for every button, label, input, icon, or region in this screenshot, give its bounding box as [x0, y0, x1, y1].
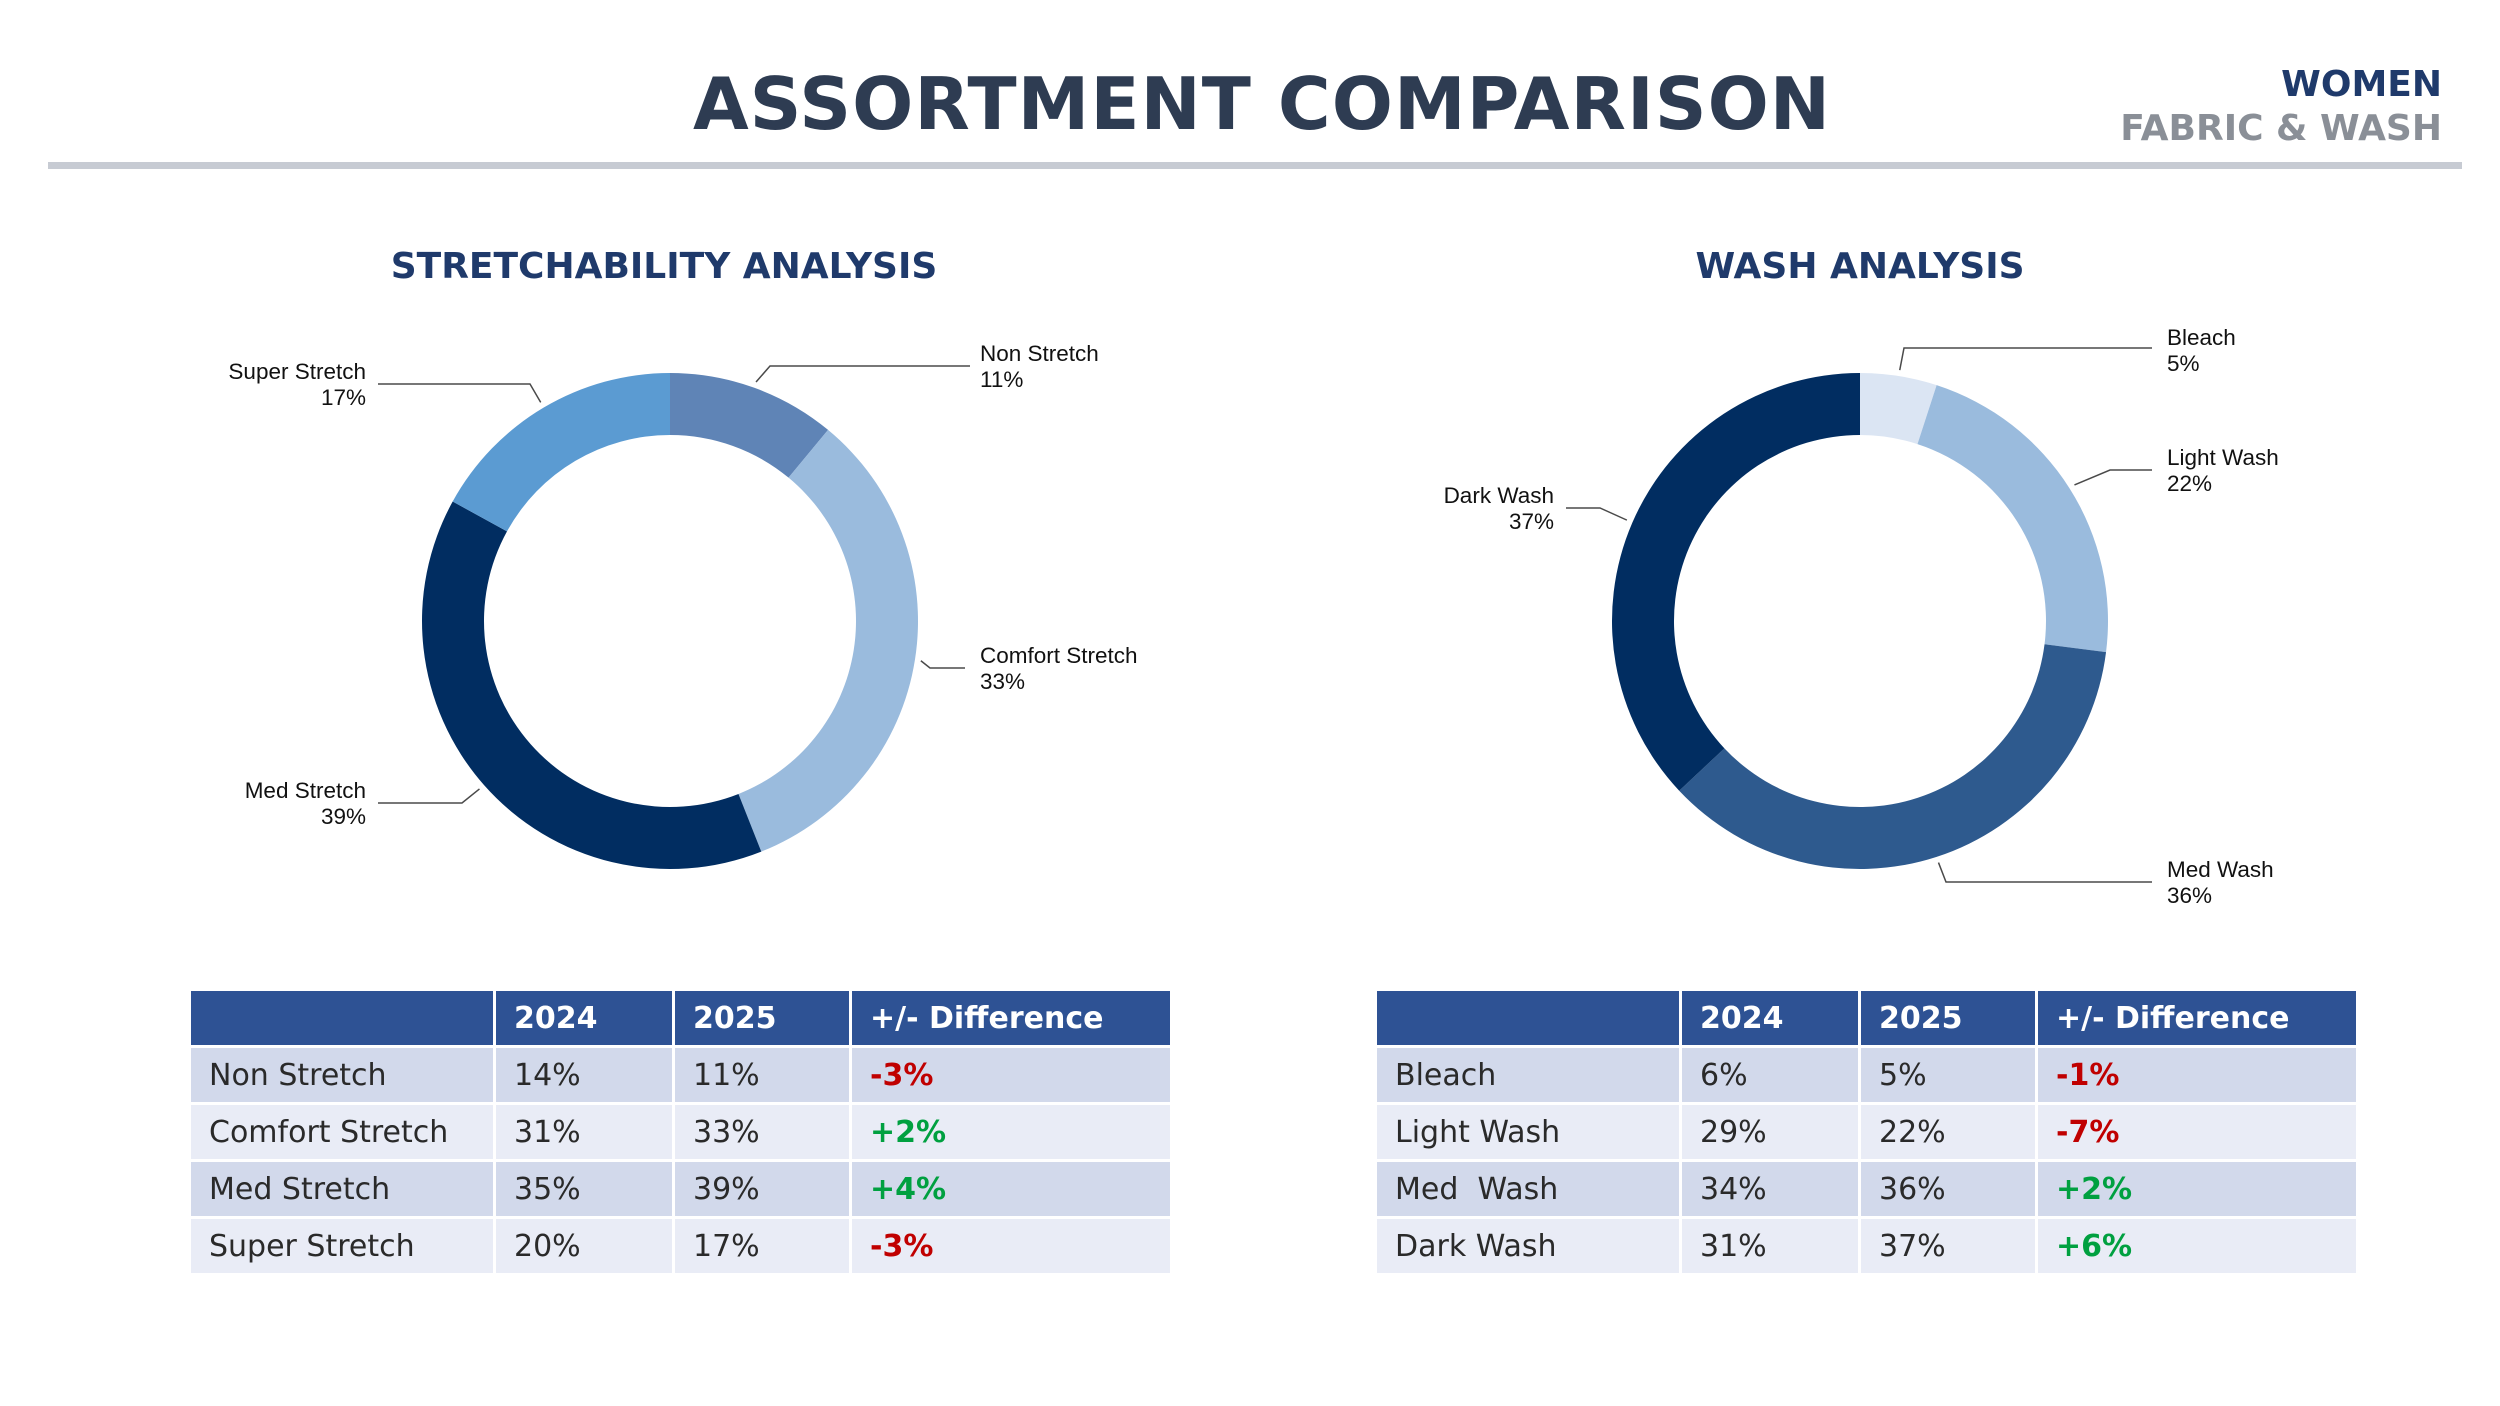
value-label-super-stretch: 17%	[321, 385, 366, 410]
row-2025: 17%	[672, 1216, 852, 1276]
label-med-stretch: Med Stretch	[245, 778, 366, 803]
leader-line-bleach	[1898, 347, 2152, 371]
row-name: Comfort Stretch	[188, 1102, 496, 1162]
table-row: Bleach 6% 5% -1%	[1374, 1045, 2359, 1105]
wash-chart-title: WASH ANALYSIS	[1695, 246, 2025, 287]
table-row: Med Wash 34% 36% +2%	[1374, 1159, 2359, 1219]
row-name: Dark Wash	[1374, 1216, 1682, 1276]
table-row: Non Stretch 14% 11% -3%	[188, 1045, 1173, 1105]
row-2025: 37%	[1858, 1216, 2038, 1276]
row-difference: +4%	[849, 1159, 1173, 1219]
slice-light-wash	[1917, 385, 2108, 653]
row-difference: -1%	[2035, 1045, 2359, 1105]
header-cell-2025: 2025	[672, 988, 852, 1048]
value-label-comfort-stretch: 33%	[980, 669, 1025, 694]
row-name: Med Stretch	[188, 1159, 496, 1219]
slice-comfort-stretch	[738, 429, 918, 852]
row-2025: 36%	[1858, 1159, 2038, 1219]
slice-non-stretch	[670, 373, 829, 478]
row-difference: +2%	[849, 1102, 1173, 1162]
header-cell-difference: +/- Difference	[849, 988, 1173, 1048]
value-label-bleach: 5%	[2167, 351, 2200, 376]
slice-super-stretch	[452, 373, 670, 532]
row-difference: -7%	[2035, 1102, 2359, 1162]
category-label: FABRIC & WASH	[2120, 108, 2442, 149]
slice-med-wash	[1679, 644, 2107, 869]
label-super-stretch: Super Stretch	[228, 359, 366, 384]
value-label-light-wash: 22%	[2167, 471, 2212, 496]
row-2024: 20%	[493, 1216, 675, 1276]
label-non-stretch: Non Stretch	[980, 341, 1099, 366]
value-label-non-stretch: 11%	[980, 367, 1023, 392]
header-cell-2025: 2025	[1858, 988, 2038, 1048]
leader-line-super-stretch	[378, 383, 542, 403]
label-bleach: Bleach	[2167, 325, 2236, 350]
row-2024: 35%	[493, 1159, 675, 1219]
slice-med-stretch	[422, 501, 762, 869]
row-2025: 22%	[1858, 1102, 2038, 1162]
leader-line-dark-wash	[1566, 507, 1628, 521]
leader-line-comfort-stretch	[920, 660, 965, 669]
row-difference: +2%	[2035, 1159, 2359, 1219]
table-row: Dark Wash 31% 37% +6%	[1374, 1216, 2359, 1276]
row-name: Non Stretch	[188, 1045, 496, 1105]
leader-line-light-wash	[2074, 469, 2152, 486]
label-dark-wash: Dark Wash	[1444, 483, 1554, 508]
value-label-dark-wash: 37%	[1509, 509, 1554, 534]
row-name: Super Stretch	[188, 1216, 496, 1276]
slice-dark-wash	[1611, 373, 1860, 791]
table-row: Light Wash 29% 22% -7%	[1374, 1102, 2359, 1162]
leader-line-non-stretch	[755, 365, 970, 383]
row-difference: -3%	[849, 1045, 1173, 1105]
label-med-wash: Med Wash	[2167, 857, 2274, 882]
page-title: ASSORTMENT COMPARISON	[692, 62, 1832, 146]
row-name: Light Wash	[1374, 1102, 1682, 1162]
row-2025: 39%	[672, 1159, 852, 1219]
row-2024: 6%	[1679, 1045, 1861, 1105]
table-row: Super Stretch 20% 17% -3%	[188, 1216, 1173, 1276]
segment-label: WOMEN	[2281, 64, 2442, 105]
stretch-chart-title: STRETCHABILITY ANALYSIS	[390, 246, 938, 287]
row-2025: 33%	[672, 1102, 852, 1162]
leader-line-med-stretch	[378, 788, 480, 804]
value-label-med-wash: 36%	[2167, 883, 2212, 908]
value-label-med-stretch: 39%	[321, 804, 366, 829]
slice-bleach	[1860, 373, 1937, 445]
header-cell-category	[1374, 988, 1682, 1048]
row-2024: 31%	[1679, 1216, 1861, 1276]
row-difference: -3%	[849, 1216, 1173, 1276]
header-cell-category	[188, 988, 496, 1048]
row-2025: 11%	[672, 1045, 852, 1105]
row-name: Med Wash	[1374, 1159, 1682, 1219]
label-comfort-stretch: Comfort Stretch	[980, 643, 1138, 668]
row-difference: +6%	[2035, 1216, 2359, 1276]
title-divider	[48, 162, 2462, 169]
row-2025: 5%	[1858, 1045, 2038, 1105]
row-2024: 29%	[1679, 1102, 1861, 1162]
header-cell-2024: 2024	[1679, 988, 1861, 1048]
row-2024: 14%	[493, 1045, 675, 1105]
header-cell-difference: +/- Difference	[2035, 988, 2359, 1048]
stretch-comparison-table: 2024 2025 +/- Difference Non Stretch 14%…	[188, 988, 1173, 1276]
row-2024: 31%	[493, 1102, 675, 1162]
row-name: Bleach	[1374, 1045, 1682, 1105]
table-row: Comfort Stretch 31% 33% +2%	[188, 1102, 1173, 1162]
wash-comparison-table: 2024 2025 +/- Difference Bleach 6% 5% -1…	[1374, 988, 2359, 1276]
leader-line-med-wash	[1937, 862, 2152, 883]
row-2024: 34%	[1679, 1159, 1861, 1219]
table-header-row: 2024 2025 +/- Difference	[188, 988, 1173, 1048]
header-cell-2024: 2024	[493, 988, 675, 1048]
table-row: Med Stretch 35% 39% +4%	[188, 1159, 1173, 1219]
table-header-row: 2024 2025 +/- Difference	[1374, 988, 2359, 1048]
label-light-wash: Light Wash	[2167, 445, 2279, 470]
